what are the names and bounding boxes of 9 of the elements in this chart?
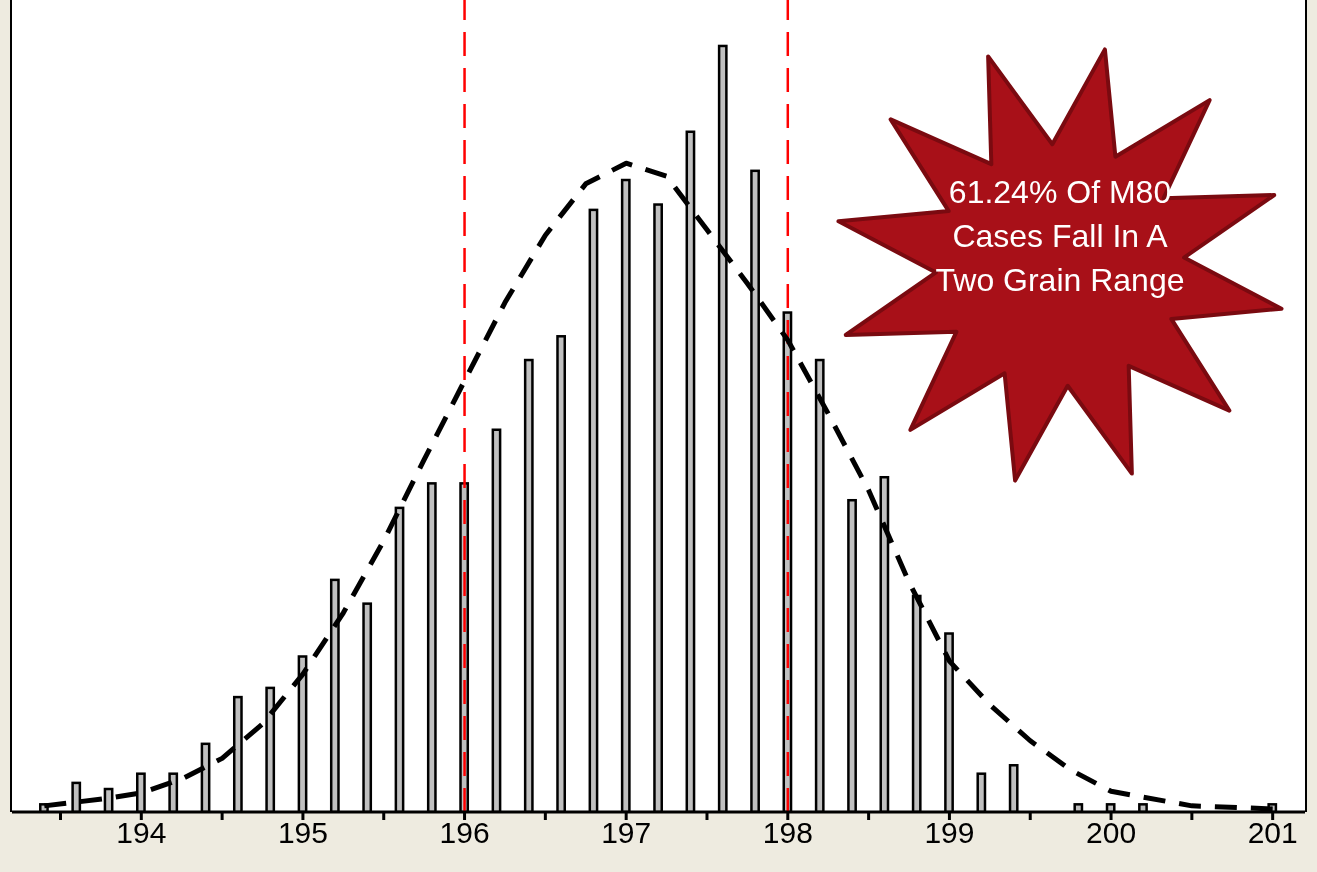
x-tick-label: 196: [439, 816, 490, 850]
x-tick-label: 197: [601, 816, 652, 850]
x-tick-label: 201: [1247, 816, 1298, 850]
annotation: 61.24% Of M80 Cases Fall In A Two Grain Range: [934, 173, 1186, 300]
x-tick-label: 198: [762, 816, 813, 850]
x-tick-label: 200: [1086, 816, 1137, 850]
x-tick-label: 199: [924, 816, 975, 850]
x-tick-label: 194: [116, 816, 167, 850]
x-tick-label: 195: [277, 816, 328, 850]
